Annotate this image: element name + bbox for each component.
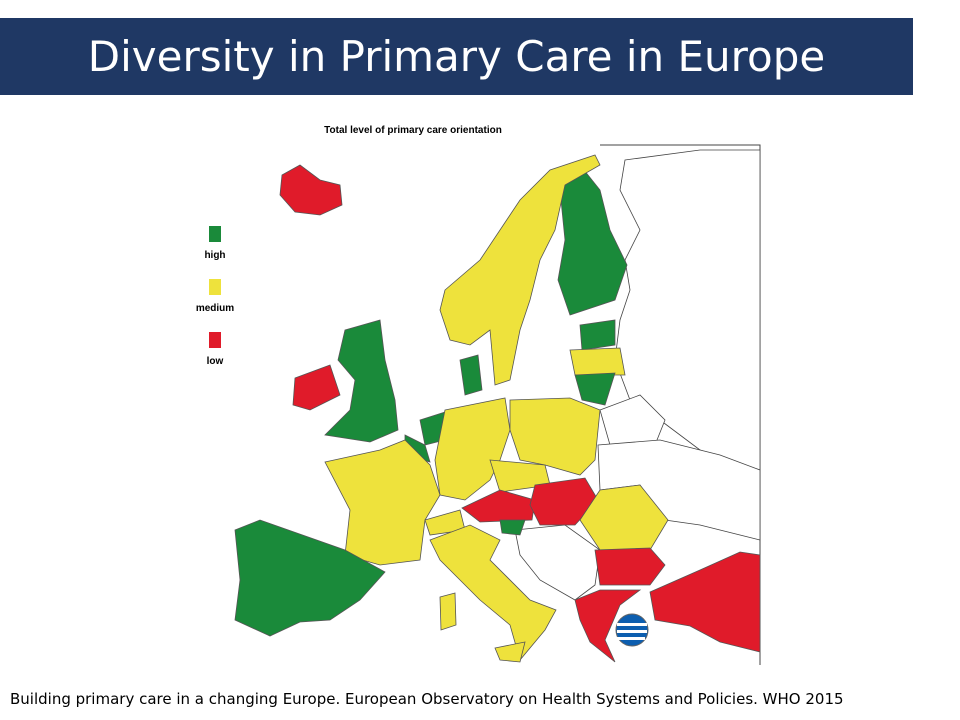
country xyxy=(649,551,761,653)
country xyxy=(509,397,601,476)
country xyxy=(234,519,386,637)
legend-label: low xyxy=(207,356,224,367)
legend-swatch xyxy=(209,332,221,348)
flag-stripe xyxy=(617,630,647,633)
legend-label: medium xyxy=(196,303,234,314)
legend-swatch xyxy=(209,226,221,242)
country xyxy=(557,164,628,316)
country xyxy=(324,319,399,443)
country xyxy=(324,439,441,566)
country xyxy=(514,524,601,601)
flag-stripe xyxy=(617,623,647,626)
source-note: Building primary care in a changing Euro… xyxy=(10,690,844,708)
country xyxy=(439,154,601,386)
country xyxy=(494,641,526,663)
country xyxy=(574,589,642,663)
legend: high medium low xyxy=(196,226,234,367)
country xyxy=(529,477,599,526)
countries xyxy=(234,144,761,665)
country xyxy=(434,397,511,501)
country xyxy=(579,319,616,351)
country xyxy=(614,149,761,471)
country xyxy=(459,354,483,396)
legend-swatch xyxy=(209,279,221,295)
map-title: Total level of primary care orientation xyxy=(324,125,502,136)
country xyxy=(439,592,457,631)
country xyxy=(429,524,557,661)
country xyxy=(574,372,616,406)
country xyxy=(599,394,666,446)
slide-title: Diversity in Primary Care in Europe xyxy=(87,32,826,81)
legend-label: high xyxy=(204,250,225,261)
title-bar xyxy=(0,18,913,95)
country xyxy=(292,364,341,411)
country xyxy=(499,519,526,536)
country xyxy=(461,489,536,523)
country xyxy=(569,347,626,376)
flag-stripe xyxy=(617,637,645,640)
country xyxy=(594,547,666,586)
country xyxy=(279,164,343,216)
